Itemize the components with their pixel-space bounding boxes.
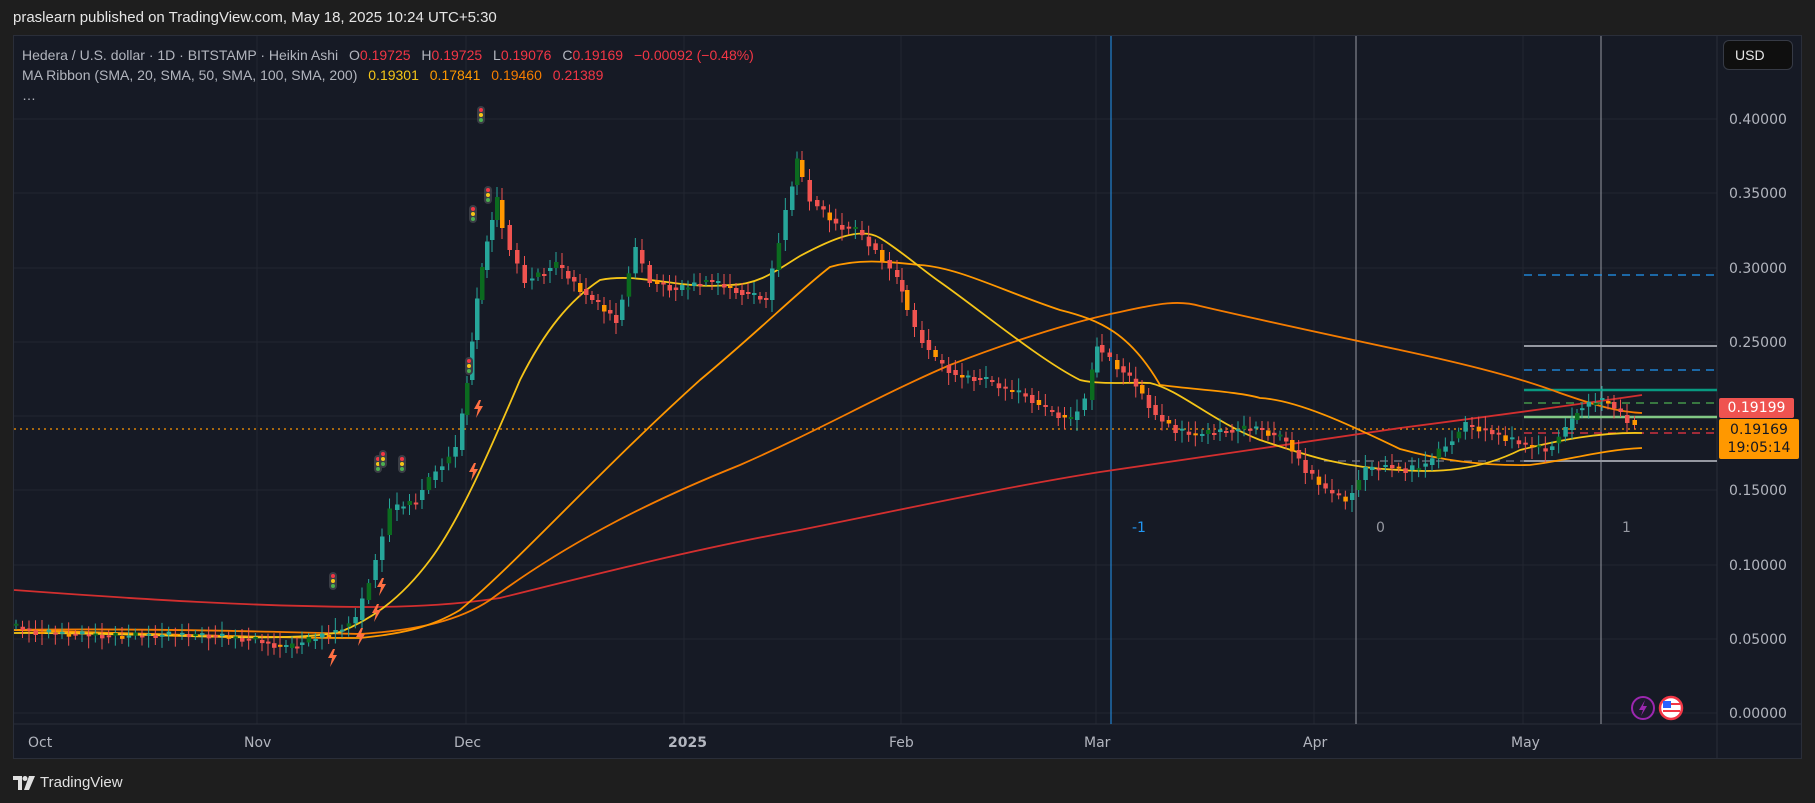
svg-text:Nov: Nov [244,735,271,751]
earnings-lightning-icon [372,604,381,622]
horizontal-levels[interactable] [1324,274,1717,462]
indicator-title: MA Ribbon (SMA, 20, SMA, 50, SMA, 100, S… [22,67,358,83]
cycle-label-1: 1 [1622,520,1631,536]
svg-text:0.30000: 0.30000 [1729,261,1787,277]
ma-ribbon[interactable] [13,232,1643,639]
price-axis[interactable]: 0.40000 0.35000 0.30000 0.25000 0.15000 … [1729,112,1787,722]
tradingview-wordmark: TradingView [40,774,123,791]
traffic-light-icon [398,455,406,473]
sma200-line [13,394,1643,608]
svg-text:0.40000: 0.40000 [1729,112,1787,128]
traffic-light-icon [469,205,477,223]
chart-legend[interactable]: Hedera / U.S. dollar · 1D · BITSTAMP · H… [22,45,754,105]
last-price-value: 0.19169 [1730,422,1788,438]
price-change: −0.00092 (−0.48%) [633,47,754,63]
svg-text:Mar: Mar [1084,735,1111,751]
ohlc-high-label: H [421,47,432,63]
ohlc-high-value: 0.19725 [431,47,483,63]
ohlc-low-label: L [493,47,501,63]
sma100-value: 0.19460 [491,67,542,83]
tradingview-brand[interactable]: TradingView [13,774,123,791]
svg-text:0.15000: 0.15000 [1729,483,1787,499]
earnings-lightning-icon [328,649,337,667]
symbol-title: Hedera / U.S. dollar · 1D · BITSTAMP · H… [22,47,339,63]
sma200-price-tag: 0.19199 [1719,398,1794,418]
traffic-light-icon [484,186,492,204]
cycle-label-0: 0 [1376,520,1385,536]
grid [14,36,1717,724]
ohlc-open-label: O [349,47,360,63]
ohlc-close-value: 0.19169 [572,47,624,63]
earnings-lightning-icon [377,578,386,596]
svg-text:0.35000: 0.35000 [1729,186,1787,202]
currency-button[interactable]: USD [1723,40,1793,70]
svg-text:0.10000: 0.10000 [1729,558,1787,574]
cycle-label-minus1: -1 [1132,520,1146,536]
sma50-line [13,260,1643,639]
earnings-lightning-icon [474,400,483,418]
event-markers[interactable] [328,106,492,667]
svg-text:0.00000: 0.00000 [1729,706,1787,722]
sma20-value: 0.19301 [368,67,419,83]
svg-text:2025: 2025 [668,735,707,751]
symbol-legend-row[interactable]: Hedera / U.S. dollar · 1D · BITSTAMP · H… [22,45,754,65]
candles[interactable] [14,151,1637,658]
sma200-value: 0.21389 [552,67,604,83]
ohlc-open-value: 0.19725 [359,47,411,63]
indicator-legend-row[interactable]: MA Ribbon (SMA, 20, SMA, 50, SMA, 100, S… [22,65,754,85]
last-price-tag: 0.19169 19:05:14 [1719,419,1799,459]
published-caption: praslearn published on TradingView.com, … [13,9,497,26]
traffic-light-icon [465,357,473,375]
svg-text:Feb: Feb [889,735,914,751]
sma20-line [13,232,1643,639]
time-axis[interactable]: Oct Nov Dec 2025 Feb Mar Apr May [28,735,1540,751]
svg-text:Dec: Dec [454,735,481,751]
earnings-lightning-icon [356,628,365,646]
bar-countdown: 19:05:14 [1727,440,1791,456]
svg-text:May: May [1511,735,1540,751]
earnings-lightning-icon [469,463,478,481]
traffic-light-icon [329,572,337,590]
tradingview-logo-icon [13,775,35,790]
traffic-light-icon [477,106,485,124]
events-badges[interactable] [1631,695,1684,721]
svg-text:Apr: Apr [1303,735,1327,751]
traffic-light-icon [379,450,387,468]
ohlc-close-label: C [562,47,573,63]
svg-text:Oct: Oct [28,735,53,751]
legend-more-button[interactable]: … [22,87,36,103]
ohlc-low-value: 0.19076 [500,47,552,63]
sma50-value: 0.17841 [429,67,481,83]
svg-text:0.05000: 0.05000 [1729,632,1787,648]
svg-text:0.25000: 0.25000 [1729,335,1787,351]
